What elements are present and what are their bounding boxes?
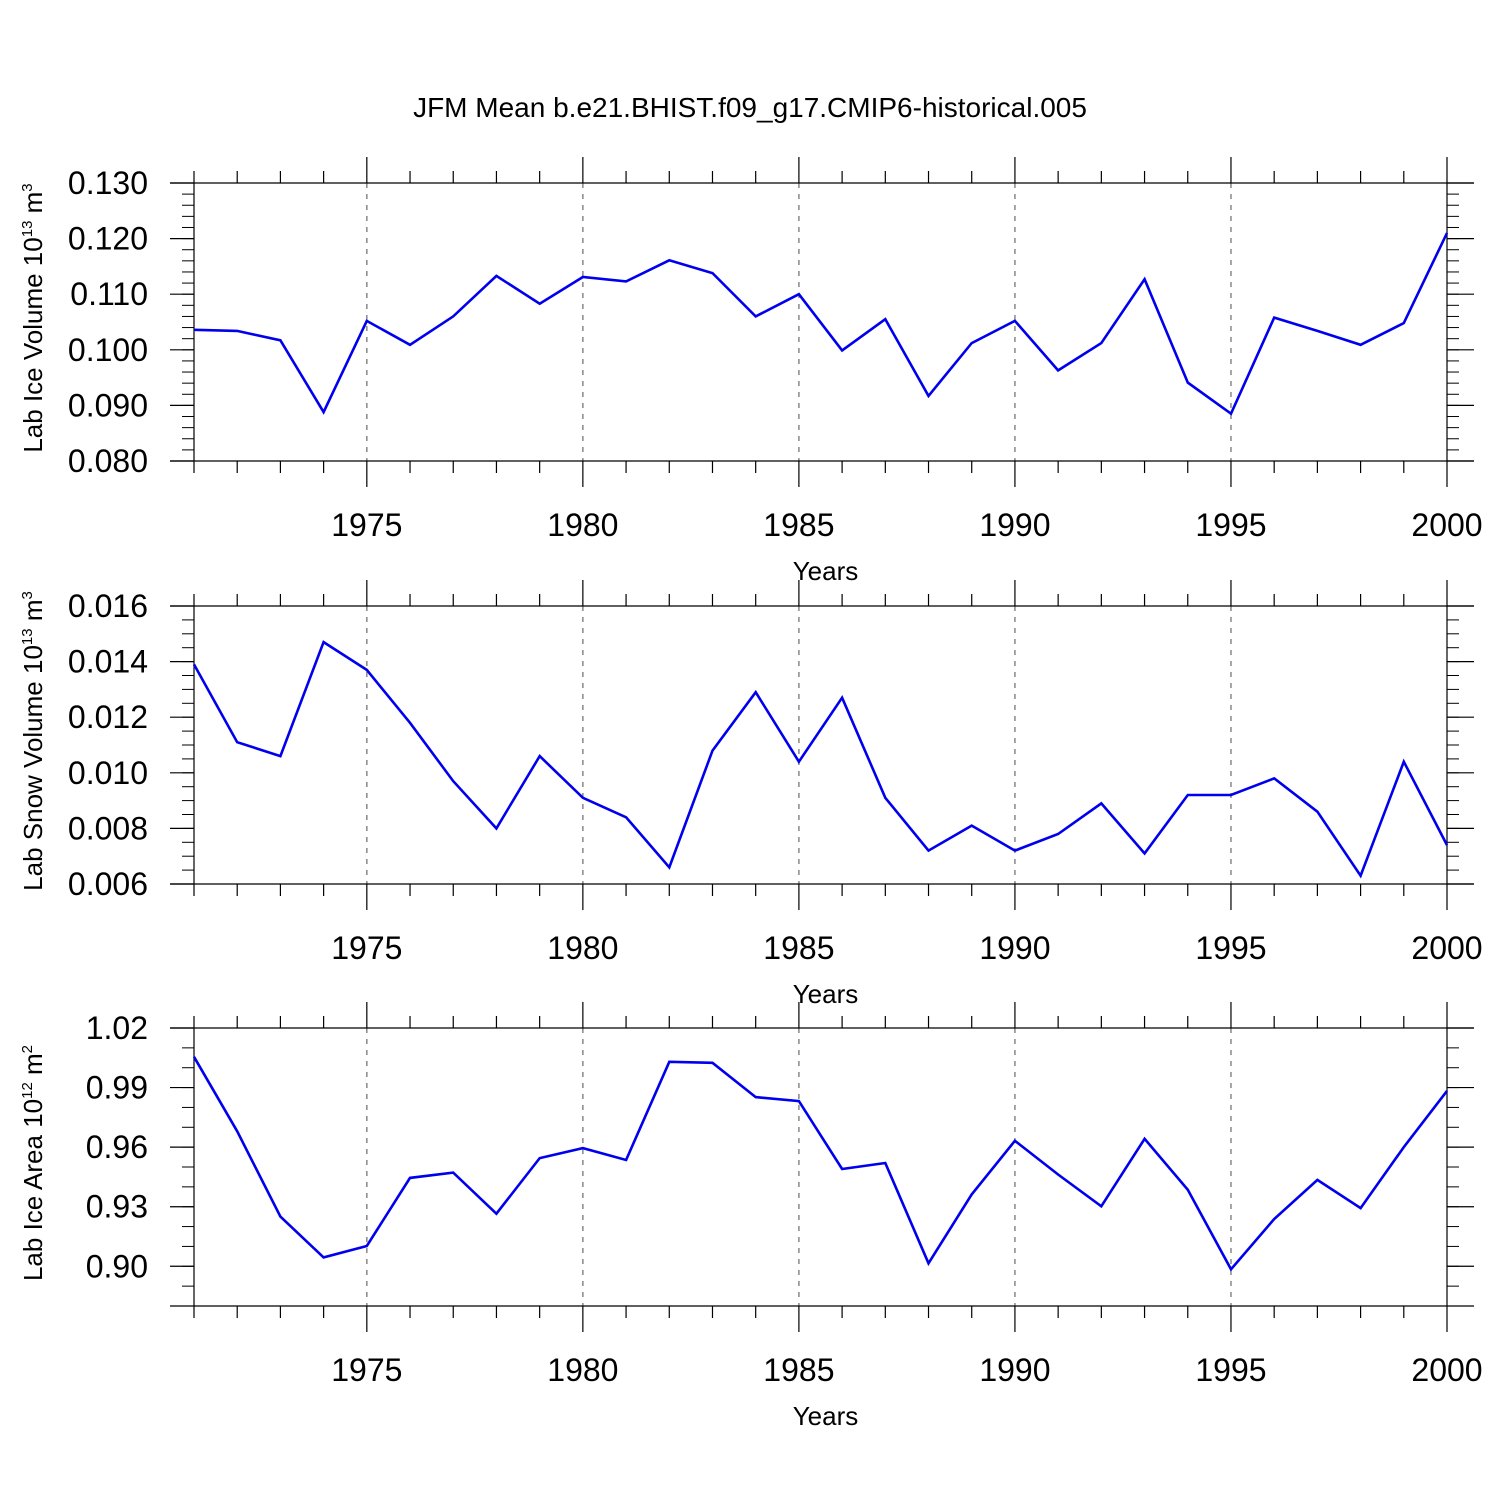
x-tick-label: 1990 [979, 507, 1050, 543]
y-tick-label: 0.93 [86, 1189, 148, 1225]
plot-panel-2: 0.006 0.008 0.010 0.012 0.014 0.016 1975 1980 19… [18, 580, 1483, 1009]
y-tick-label: 0.130 [68, 165, 148, 201]
x-tick-label: 1995 [1195, 930, 1266, 966]
y-tick-label: 0.90 [86, 1248, 148, 1284]
y-tick-label: 0.016 [68, 588, 148, 624]
y-tick-label: 0.100 [68, 332, 148, 368]
x-tick-label: 1985 [763, 1352, 834, 1388]
x-tick-label: 2000 [1411, 507, 1482, 543]
y-tick-label: 0.008 [68, 810, 148, 846]
data-series-line [193, 232, 1449, 416]
y-axis-title-unit-exp: 3 [19, 591, 36, 599]
y-axis-title-unit-exp: 2 [19, 1045, 36, 1053]
y-tick-label: 0.010 [68, 755, 148, 791]
x-tick-label: 1975 [331, 930, 402, 966]
y-tick-label: 0.120 [68, 221, 148, 257]
y-axis-title-exp: 12 [19, 1082, 36, 1099]
x-axis-title: Years [793, 1401, 859, 1431]
x-tick-label: 1995 [1195, 1352, 1266, 1388]
y-axis-title-text: Lab Ice Area 10 [18, 1099, 48, 1281]
x-tick-label: 1980 [547, 1352, 618, 1388]
x-tick-label: 1980 [547, 507, 618, 543]
y-tick-label: 0.012 [68, 699, 148, 735]
x-tick-label: 1975 [331, 507, 402, 543]
y-axis-title-unit-exp: 3 [19, 183, 36, 191]
y-tick-label: 0.006 [68, 866, 148, 902]
y-axis-title: Lab Ice Volume 1013 m3 [18, 183, 48, 452]
y-tick-label: 1.02 [86, 1010, 148, 1046]
x-tick-label: 1995 [1195, 507, 1266, 543]
y-axis-title-unit: m [18, 600, 48, 629]
y-axis-title-text: Lab Snow Volume 10 [18, 645, 48, 891]
x-tick-label: 1990 [979, 930, 1050, 966]
y-axis-title-exp: 13 [19, 221, 36, 238]
plot-panel-3: 0.90 0.93 0.96 0.99 1.02 1975 1980 1985 1990 1995… [18, 1002, 1483, 1431]
x-tick-label: 1975 [331, 1352, 402, 1388]
x-tick-label: 2000 [1411, 930, 1482, 966]
y-axis-title: Lab Snow Volume 1013 m3 [18, 591, 48, 891]
x-tick-label: 1985 [763, 507, 834, 543]
y-tick-label: 0.014 [68, 644, 148, 680]
x-axis-title: Years [793, 556, 859, 586]
x-axis-title: Years [793, 979, 859, 1009]
plot-panel-1: 0.080 0.090 0.100 0.110 0.120 0.130 1975 1980 19… [18, 157, 1483, 586]
data-series-line [192, 640, 1449, 879]
y-tick-label: 0.110 [70, 276, 148, 312]
y-tick-label: 0.090 [68, 387, 148, 423]
y-tick-label: 0.96 [86, 1129, 148, 1165]
y-axis-title: Lab Ice Area 1012 m2 [18, 1045, 48, 1281]
y-axis-title-unit: m [18, 1053, 48, 1082]
x-tick-label: 1985 [763, 930, 834, 966]
chart-title: JFM Mean b.e21.BHIST.f09_g17.CMIP6-histo… [413, 92, 1087, 123]
x-tick-label: 2000 [1411, 1352, 1482, 1388]
y-tick-label: 0.080 [68, 443, 148, 479]
y-axis-title-unit: m [18, 192, 48, 221]
data-series-line [192, 1056, 1449, 1272]
y-tick-label: 0.99 [86, 1070, 148, 1106]
x-tick-label: 1980 [547, 930, 618, 966]
y-axis-title-text: Lab Ice Volume 10 [18, 237, 48, 452]
y-axis-title-exp: 13 [19, 628, 36, 645]
x-tick-label: 1990 [979, 1352, 1050, 1388]
